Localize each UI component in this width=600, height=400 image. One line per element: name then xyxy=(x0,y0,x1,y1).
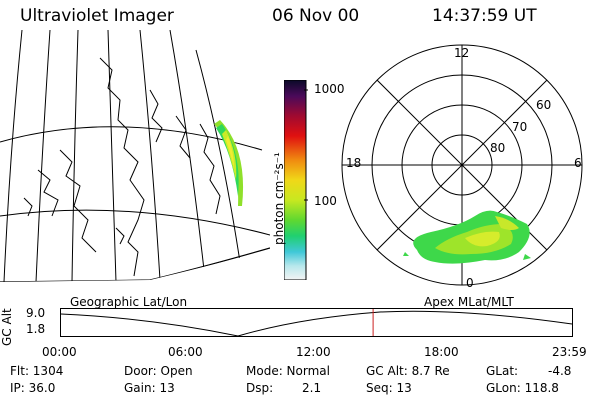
altitude-timeline xyxy=(60,308,573,337)
geographic-map xyxy=(0,30,270,282)
dsp-label: Dsp: xyxy=(246,381,274,395)
x-tick-1200: 12:00 xyxy=(296,345,331,359)
mlt-label-6: 6 xyxy=(574,156,582,170)
mlt-label-18: 18 xyxy=(346,156,362,170)
gc-alt-bottom-value: 1.8 xyxy=(26,322,46,336)
coastline xyxy=(149,89,163,143)
glon-value: GLon: 118.8 xyxy=(486,381,559,395)
gc-alt-top-value: 9.0 xyxy=(26,306,46,320)
parallel-line xyxy=(0,209,270,236)
mode-value: Mode: Normal xyxy=(246,364,330,378)
coastline xyxy=(37,169,59,217)
meridian-line xyxy=(195,49,241,263)
date-label: 06 Nov 00 xyxy=(272,6,360,26)
meridian-line xyxy=(169,30,205,271)
lat-label-80: 80 xyxy=(490,141,506,155)
meridian-line xyxy=(107,30,117,282)
seq-value: Seq: 13 xyxy=(366,381,412,395)
ip-value: IP: 36.0 xyxy=(10,381,56,395)
x-tick-2359: 23:59 xyxy=(552,345,587,359)
dsp-value: 2.1 xyxy=(302,381,322,395)
x-tick-0000: 00:00 xyxy=(42,345,77,359)
coastline xyxy=(23,197,33,217)
altitude-curve xyxy=(60,310,573,337)
mlt-line xyxy=(376,79,548,251)
mlt-label-0: 0 xyxy=(466,276,474,290)
meridian-line xyxy=(71,30,79,282)
meridian-line xyxy=(35,30,51,282)
geographic-label: Geographic Lat/Lon xyxy=(70,295,188,309)
glat-label: GLat: xyxy=(486,364,519,378)
polar-plot xyxy=(341,44,583,286)
earth-limb xyxy=(0,247,270,282)
gc-alt-axis-label: GC Alt xyxy=(0,308,14,346)
aurora-oval xyxy=(403,210,531,264)
flight-number: Flt: 1304 xyxy=(10,364,64,378)
aurora-arc xyxy=(214,120,244,206)
colorbar-tick-1000: 1000 xyxy=(314,82,345,96)
colorbar-unit-label: photon cm⁻²s⁻¹ xyxy=(272,152,286,245)
timeline-frame xyxy=(60,308,573,337)
coastline xyxy=(175,115,191,159)
gain-value: Gain: 13 xyxy=(124,381,175,395)
x-tick-0600: 06:00 xyxy=(168,345,203,359)
time-label: 14:37:59 UT xyxy=(432,6,537,26)
coastline xyxy=(59,149,97,253)
x-tick-1800: 18:00 xyxy=(424,345,459,359)
lat-label-70: 70 xyxy=(512,120,528,134)
color-scale-bar xyxy=(284,80,308,280)
coastline xyxy=(199,123,221,215)
coastline xyxy=(99,57,145,277)
lat-label-60: 60 xyxy=(536,98,552,112)
colorbar-tick-100: 100 xyxy=(314,194,337,208)
meridian-line xyxy=(139,30,161,281)
door-status: Door: Open xyxy=(124,364,193,378)
gc-alt-value: GC Alt: 8.7 Re xyxy=(366,364,450,378)
coastline xyxy=(115,227,125,245)
meridian-line xyxy=(3,30,23,282)
glat-value: -4.8 xyxy=(548,364,572,378)
instrument-title: Ultraviolet Imager xyxy=(20,6,174,26)
mlt-label-12: 12 xyxy=(454,46,470,60)
apex-label: Apex MLat/MLT xyxy=(424,295,514,309)
